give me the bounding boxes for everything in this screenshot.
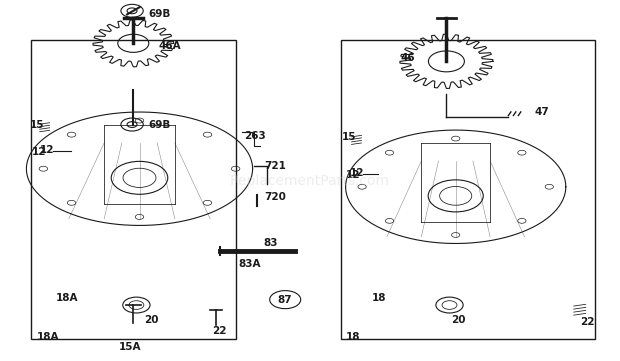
- Bar: [31, 40, 236, 339]
- Text: 18: 18: [371, 293, 386, 303]
- Text: 12: 12: [346, 170, 360, 180]
- Text: 12: 12: [40, 145, 55, 155]
- Text: 18A: 18A: [37, 332, 60, 342]
- Text: 20: 20: [144, 315, 159, 325]
- Text: 263: 263: [244, 131, 265, 141]
- Text: 12: 12: [32, 147, 46, 157]
- Text: 15A: 15A: [119, 342, 141, 352]
- Text: 12: 12: [350, 168, 365, 178]
- Text: 47: 47: [534, 107, 549, 117]
- Text: 83: 83: [264, 238, 278, 248]
- Text: 69B: 69B: [149, 9, 171, 19]
- Text: 22: 22: [212, 326, 226, 336]
- Text: 720: 720: [265, 192, 286, 202]
- Text: 721: 721: [265, 161, 286, 171]
- Text: 18: 18: [346, 332, 360, 342]
- Text: 46A: 46A: [158, 41, 180, 51]
- Text: 69B: 69B: [149, 120, 171, 130]
- Text: 15: 15: [30, 119, 44, 130]
- Text: 46: 46: [401, 53, 415, 63]
- Text: 87: 87: [278, 295, 293, 305]
- Text: 20: 20: [451, 315, 466, 325]
- Text: ReplacementParts.com: ReplacementParts.com: [230, 174, 390, 187]
- Bar: [341, 40, 595, 339]
- Text: 83A: 83A: [238, 258, 260, 269]
- Text: 15: 15: [342, 132, 356, 142]
- Text: 18A: 18A: [56, 293, 78, 303]
- Text: 22: 22: [580, 317, 594, 327]
